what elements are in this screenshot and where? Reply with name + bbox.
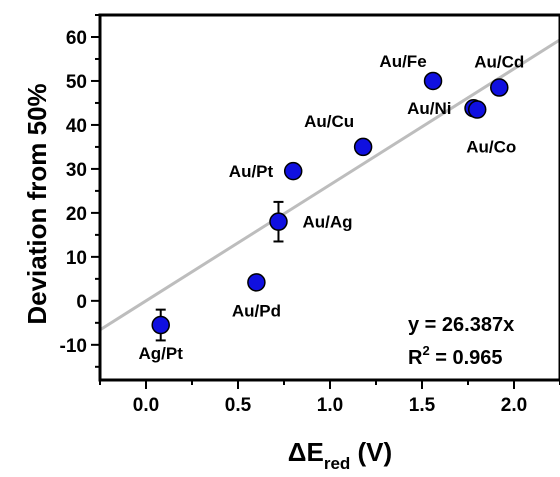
data-point — [247, 273, 266, 292]
y-axis: -10 0 10 20 30 40 50 60 — [60, 14, 100, 368]
data-point — [490, 78, 509, 97]
data-point — [269, 200, 288, 243]
x-axis-title: ΔEred (V) — [288, 437, 392, 473]
point-label: Au/Pd — [232, 301, 281, 320]
y-tick-label: 40 — [66, 116, 87, 137]
data-marker — [353, 137, 373, 157]
data-marker — [247, 273, 266, 292]
data-marker — [423, 71, 443, 91]
y-axis-title: Deviation from 50% — [22, 83, 52, 324]
point-label: Au/Pt — [229, 162, 274, 181]
point-label: Au/Fe — [379, 52, 426, 71]
x-tick-label: 1.0 — [317, 395, 343, 416]
point-label: Au/Cd — [474, 53, 524, 72]
x-tick-label: 0.5 — [225, 395, 252, 416]
data-marker — [283, 161, 303, 181]
point-label: Au/Cu — [304, 112, 354, 131]
data-marker — [490, 78, 509, 97]
y-tick-label: 10 — [66, 248, 87, 269]
x-tick-label: 2.0 — [501, 395, 527, 416]
y-tick-label: 60 — [66, 28, 87, 49]
y-tick-label: 30 — [66, 160, 87, 181]
y-tick-label: 0 — [76, 292, 87, 313]
point-label: Au/Ni — [407, 99, 451, 118]
point-label: Ag/Pt — [139, 344, 184, 363]
x-axis: 0.0 0.5 1.0 1.5 2.0 — [99, 380, 560, 416]
r-squared: R2 = 0.965 — [408, 343, 503, 369]
fit-equation: y = 26.387x — [408, 314, 514, 336]
data-marker — [467, 100, 487, 119]
y-tick-label: -10 — [60, 336, 87, 357]
y-tick-label: 20 — [66, 204, 87, 225]
y-tick-label: 50 — [66, 72, 87, 93]
point-label: Au/Co — [466, 138, 516, 157]
fit-line — [99, 38, 560, 332]
data-marker — [269, 212, 288, 231]
x-tick-label: 0.0 — [133, 395, 159, 416]
data-point — [151, 308, 170, 342]
data-point — [283, 161, 303, 181]
x-tick-label: 1.5 — [409, 395, 436, 416]
data-point — [353, 137, 373, 157]
point-labels: Ag/Pt Au/Pd Au/Ag Au/Pt Au/Cu Au/Fe Au/Ni Au/Co… — [139, 52, 525, 363]
data-marker — [151, 315, 170, 335]
data-markers — [151, 71, 509, 342]
point-label: Au/Ag — [302, 213, 352, 232]
data-point — [467, 100, 487, 119]
data-point — [423, 71, 443, 91]
